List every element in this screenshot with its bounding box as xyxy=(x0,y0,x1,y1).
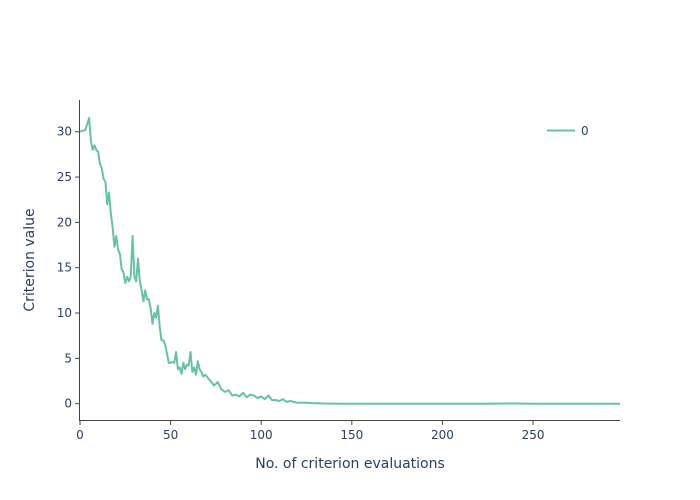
y-tick-label: 10 xyxy=(57,306,72,320)
x-tick-label: 100 xyxy=(250,428,273,442)
y-axis-title: Criterion value xyxy=(22,208,38,311)
y-tick-label: 30 xyxy=(57,125,72,139)
y-tick-label: 20 xyxy=(57,215,72,229)
series-line xyxy=(79,117,620,405)
legend-label: 0 xyxy=(581,124,589,138)
y-tick-label: 15 xyxy=(57,261,72,275)
x-tick-label: 250 xyxy=(522,428,545,442)
legend[interactable]: 0 xyxy=(547,124,589,138)
y-ticks: 0 5 10 15 20 25 30 xyxy=(57,125,80,411)
x-ticks: 0 50 100 150 200 250 xyxy=(76,420,544,442)
x-tick-label: 200 xyxy=(431,428,454,442)
x-tick-label: 150 xyxy=(340,428,363,442)
y-tick-label: 5 xyxy=(64,351,72,365)
x-tick-label: 50 xyxy=(163,428,178,442)
x-axis-title: No. of criterion evaluations xyxy=(255,456,445,472)
y-tick-label: 0 xyxy=(64,397,72,411)
plot-area: 0 50 100 150 200 250 0 5 10 15 20 25 30 xyxy=(57,100,620,442)
y-tick-label: 25 xyxy=(57,170,72,184)
x-tick-label: 0 xyxy=(76,428,84,442)
